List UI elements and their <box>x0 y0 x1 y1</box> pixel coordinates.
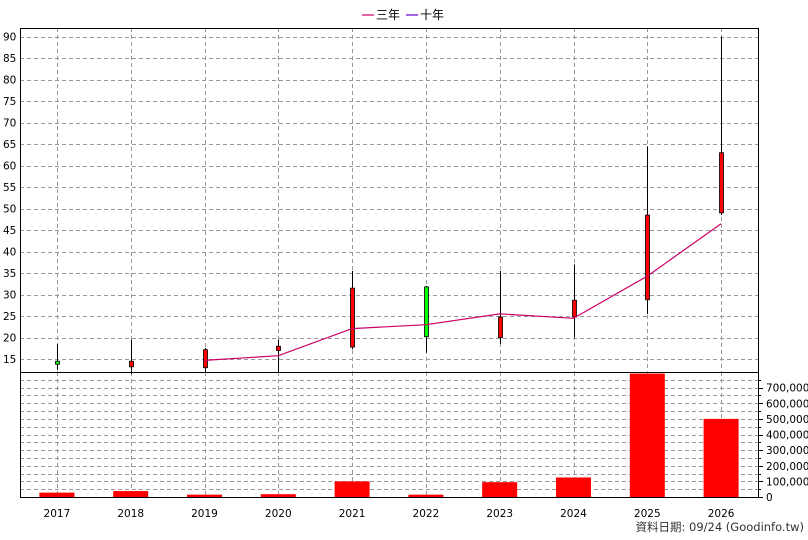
price-tick-label: 85 <box>3 53 16 65</box>
legend-3y-label: 三年 <box>376 8 400 22</box>
price-tick-label: 45 <box>3 225 16 237</box>
volume-tick-label: 0 <box>766 492 773 504</box>
volume-tick-label: 500,000 <box>766 414 808 426</box>
volume-tick-label: 100,000 <box>766 476 808 488</box>
volume-bar <box>408 494 444 497</box>
volume-axis-labels: 0 100,000 200,000 300,000 400,000 500,000 600,… <box>758 380 808 504</box>
price-tick-label: 70 <box>3 118 16 130</box>
volume-bar <box>187 494 222 497</box>
candle-body <box>55 360 60 365</box>
price-tick-label: 50 <box>3 204 16 216</box>
year-tick-label: 2022 <box>413 508 440 520</box>
year-tick-label: 2024 <box>560 508 587 520</box>
volume-tick-label: 300,000 <box>766 445 808 457</box>
volume-tick-label: 400,000 <box>766 430 808 442</box>
volume-bar <box>482 482 518 497</box>
year-tick-label: 2025 <box>634 508 661 520</box>
legend: 三年 十年 <box>362 8 444 22</box>
volume-bar <box>629 373 665 497</box>
year-tick-label: 2021 <box>339 508 366 520</box>
price-tick-label: 20 <box>3 333 16 345</box>
price-tick-label: 65 <box>3 139 16 151</box>
volume-bar <box>260 494 296 497</box>
candle-body <box>424 286 429 338</box>
price-tick-label: 55 <box>3 182 16 194</box>
year-tick-label: 2019 <box>191 508 218 520</box>
price-tick-label: 60 <box>3 161 16 173</box>
volume-bar <box>113 491 149 497</box>
year-tick-label: 2023 <box>486 508 513 520</box>
three-year-line <box>204 223 722 361</box>
price-tick-label: 15 <box>3 354 16 366</box>
price-tick-label: 90 <box>3 32 16 44</box>
year-tick-label: 2026 <box>708 508 735 520</box>
volume-tick-label: 600,000 <box>766 398 808 410</box>
candle-body <box>719 152 724 214</box>
volume-bar <box>39 492 75 497</box>
price-tick-label: 35 <box>3 268 16 280</box>
year-tick-label: 2017 <box>44 508 71 520</box>
price-tick-label: 40 <box>3 247 16 259</box>
candle-body <box>498 316 503 338</box>
year-tick-label: 2018 <box>117 508 144 520</box>
price-tick-label: 25 <box>3 311 16 323</box>
candle-body <box>645 214 650 301</box>
candle-body <box>203 349 208 369</box>
candles <box>55 36 724 375</box>
candle-body <box>350 287 355 348</box>
year-axis-labels: 2017 2018 2019 2020 2021 2022 2023 2024 2025 2026 <box>44 508 735 520</box>
candle-body <box>276 345 281 351</box>
volume-bars <box>39 373 739 497</box>
candle-body <box>572 299 577 318</box>
data-source-label: 資料日期: 09/24 (Goodinfo.tw) <box>635 520 804 534</box>
price-tick-label: 75 <box>3 96 16 108</box>
grid <box>20 28 758 497</box>
volume-bar <box>334 481 370 497</box>
candle-body <box>129 360 134 368</box>
volume-bar <box>703 418 739 497</box>
price-tick-label: 30 <box>3 290 16 302</box>
price-tick-label: 80 <box>3 75 16 87</box>
volume-bar <box>556 477 591 497</box>
volume-tick-label: 200,000 <box>766 461 808 473</box>
price-axis-labels: 15 20 25 30 35 40 45 50 55 60 65 70 75 80 85 90 <box>3 32 16 367</box>
three-year-average-line <box>204 223 722 361</box>
legend-10y-label: 十年 <box>420 8 444 22</box>
volume-tick-label: 700,000 <box>766 383 808 395</box>
year-tick-label: 2020 <box>265 508 292 520</box>
